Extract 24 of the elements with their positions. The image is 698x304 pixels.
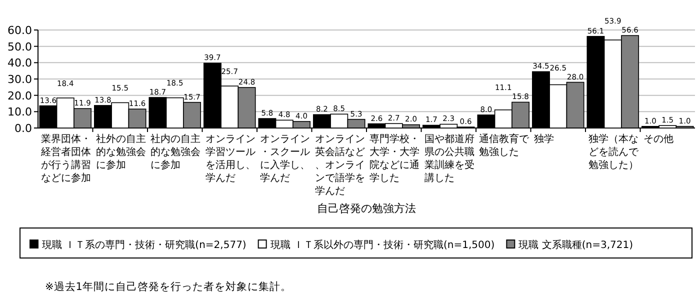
y-tick-label: 20.0 xyxy=(8,89,32,102)
legend-label: 現職 ＩＴ系以外の専門・技術・研究職(n=1,500) xyxy=(270,239,495,251)
x-tick-label: オンライン学習ツールを活用し、学んだ xyxy=(205,134,256,184)
y-tick-label: 30.0 xyxy=(8,73,32,86)
legend-label: 現職 ＩＴ系の専門・技術・研究職(n=2,577) xyxy=(42,239,246,251)
text: ※過去1年間に自己啓発を行った者を対象に集計。 xyxy=(45,280,292,293)
x-tick-label: オンライン・スクールに入学し、学んだ xyxy=(260,134,310,184)
y-tick-label: 0.0 xyxy=(14,122,32,135)
y-tick-label: 10.0 xyxy=(8,106,32,119)
x-tick-label: 社外の自主的な勉強会に参加 xyxy=(96,133,146,171)
x-tick-label: 独学（本などを読んで勉強した） xyxy=(588,133,640,171)
x-axis-title: 自己啓発の勉強方法 xyxy=(317,202,416,215)
x-tick-label: 通信教育で勉強した xyxy=(479,133,530,158)
x-tick-label: 社内の自主的な勉強会に参加 xyxy=(150,133,200,171)
x-tick-label: 独学 xyxy=(534,133,554,145)
y-tick-label: 40.0 xyxy=(8,56,32,70)
y-tick-label: 50.0 xyxy=(8,40,32,54)
legend-label: 現職 文系職種(n=3,721) xyxy=(518,239,634,251)
x-tick-label: オンライン英会話など、オンラインで語学を学んだ xyxy=(314,134,365,197)
x-tick-label: 業界団体・経営者団体が行う講習などに参加 xyxy=(40,133,91,184)
x-tick-label: 国や都道府県の公共職業訓練を受講した xyxy=(424,133,474,184)
x-tick-label: 専門学校・大学・大学院などに通学した xyxy=(370,133,420,184)
y-tick-label: 60.0 xyxy=(8,24,32,37)
x-tick-label: その他 xyxy=(643,133,674,145)
